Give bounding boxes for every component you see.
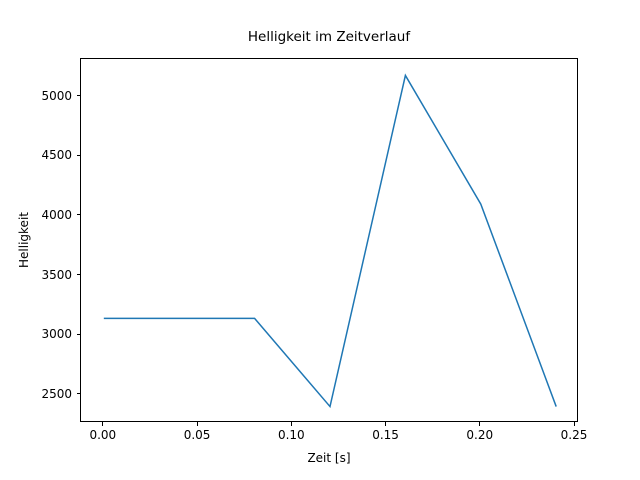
y-axis-label: Helligkeit [17,212,31,268]
x-tick-mark [479,422,481,426]
plot-area [80,58,578,422]
x-tick-mark [290,422,292,426]
y-tick-mark [76,393,80,395]
data-line-series-helligkeit [103,73,557,409]
x-tick-mark [385,422,387,426]
x-tick-mark [573,422,575,426]
x-tick-label: 0.20 [466,428,494,442]
y-tick-mark [76,95,80,97]
x-tick-label: 0.10 [277,428,305,442]
x-tick-label: 0.00 [89,428,117,442]
data-line-svg [103,73,557,409]
chart-title: Helligkeit im Zeitverlauf [247,29,411,45]
y-tick-label: 3500 [41,267,72,282]
x-tick-label: 0.05 [183,428,211,442]
x-tick-mark [102,422,104,426]
y-tick-label: 4000 [41,207,72,222]
x-axis-label: Zeit [s] [307,451,351,465]
x-tick-label: 0.15 [372,428,399,442]
y-tick-mark [76,274,80,276]
x-tick-label: 0.25 [560,428,588,442]
y-tick-mark [76,154,80,156]
y-tick-label: 4500 [41,148,72,163]
y-tick-label: 3000 [41,327,72,342]
y-tick-mark [76,333,80,335]
y-tick-label: 2500 [41,386,72,401]
x-tick-mark [196,422,198,426]
y-tick-mark [76,214,80,216]
y-tick-label: 5000 [41,88,72,103]
